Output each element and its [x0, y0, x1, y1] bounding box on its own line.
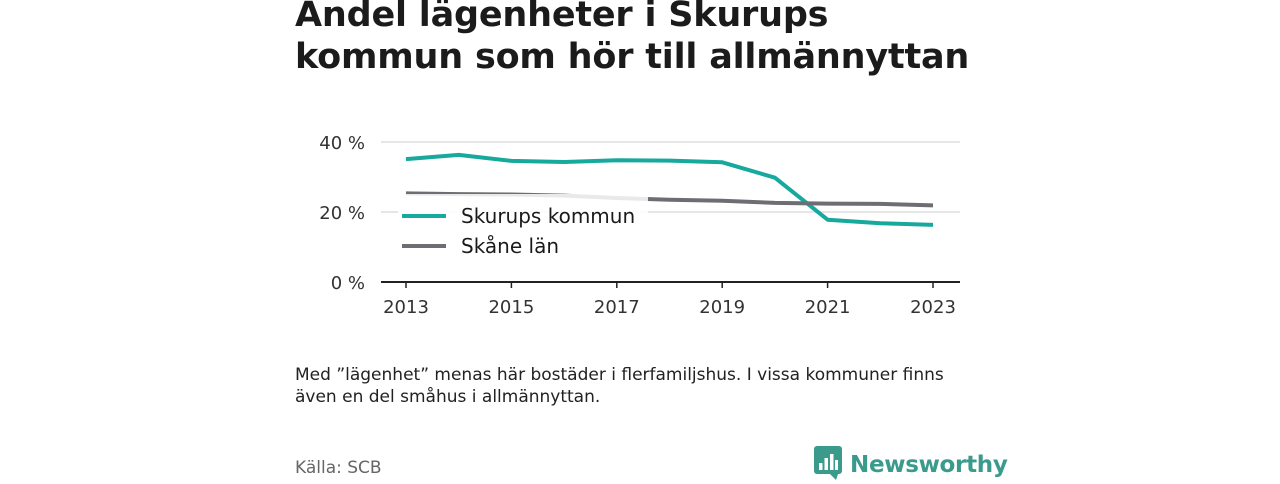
x-tick-label: 2023 — [910, 297, 956, 318]
x-tick-label: 2015 — [488, 297, 534, 318]
x-axis: 2013 2015 2017 2019 2021 2023 — [381, 281, 960, 318]
brand-name: Newsworthy — [850, 452, 1008, 478]
footnote: Med ”lägenhet” menas här bostäder i fler… — [295, 365, 944, 407]
legend-bg — [398, 194, 648, 224]
y-tick-label: 0 % — [331, 273, 365, 294]
x-tick-label: 2017 — [594, 297, 640, 318]
chart-title: Andel lägenheter i Skurups kommun som hö… — [295, 0, 970, 77]
y-tick-label: 40 % — [319, 133, 365, 154]
newsworthy-logo-icon — [814, 446, 842, 484]
x-tick-label: 2013 — [383, 297, 429, 318]
legend-label: Skåne län — [461, 234, 559, 258]
y-axis-ticks: 0 % 20 % 40 % — [319, 133, 365, 294]
legend: Skurups kommun Skåne län — [398, 194, 648, 258]
y-tick-label: 20 % — [319, 203, 365, 224]
legend-label: Skurups kommun — [461, 204, 635, 228]
legend-bg — [398, 224, 648, 254]
source-text: Källa: SCB — [295, 458, 382, 478]
x-tick-label: 2021 — [805, 297, 851, 318]
x-tick-label: 2019 — [699, 297, 745, 318]
brand-logo[interactable]: Newsworthy — [814, 446, 1008, 484]
series-line-skurups-kommun — [405, 152, 934, 227]
line-chart: 0 % 20 % 40 % 2013 2015 2017 2019 2021 2023 Sku… — [319, 133, 960, 318]
